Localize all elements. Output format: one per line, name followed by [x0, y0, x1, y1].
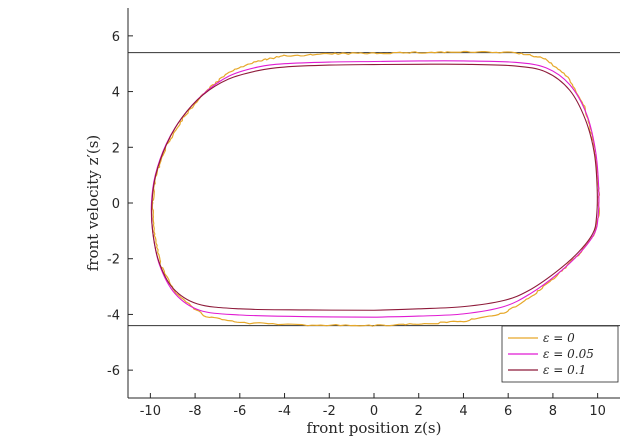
x-tick-label: -6: [233, 404, 246, 419]
series-layer: [150, 50, 601, 327]
x-tick-label: -2: [323, 404, 336, 419]
series-line-3: [151, 63, 598, 311]
x-tick-label: 8: [549, 404, 557, 419]
y-tick-label: -6: [107, 364, 120, 379]
x-tick-label: 6: [504, 404, 512, 419]
y-tick-label: 6: [112, 30, 120, 45]
legend-label: ε = 0.1: [543, 363, 586, 377]
x-tick-label: -8: [189, 404, 202, 419]
x-ticks: -10 -8 -6 -4 -2 0 2 4 6 8 10: [140, 393, 606, 419]
x-tick-label: -4: [278, 404, 291, 419]
y-tick-label: -2: [107, 253, 120, 268]
y-tick-label: -4: [107, 308, 120, 323]
y-tick-label: 2: [112, 141, 120, 156]
x-tick-label: 4: [459, 404, 467, 419]
y-tick-label: 4: [112, 86, 120, 101]
x-tick-label: 2: [415, 404, 423, 419]
y-axis-label: front velocity z′(s): [84, 135, 102, 272]
x-tick-label: -10: [140, 404, 161, 419]
legend: ε = 0 ε = 0.05 ε = 0.1: [501, 325, 619, 383]
x-axis-label: front position z(s): [307, 419, 442, 437]
y-ticks: 6 4 2 0 -2 -4 -6: [107, 30, 133, 379]
legend-label: ε = 0: [543, 331, 575, 345]
series-line-1: [151, 50, 601, 327]
legend-label: ε = 0.05: [543, 347, 594, 361]
x-tick-label: 10: [589, 404, 606, 419]
x-tick-label: 0: [370, 404, 378, 419]
y-tick-label: 0: [112, 197, 120, 212]
